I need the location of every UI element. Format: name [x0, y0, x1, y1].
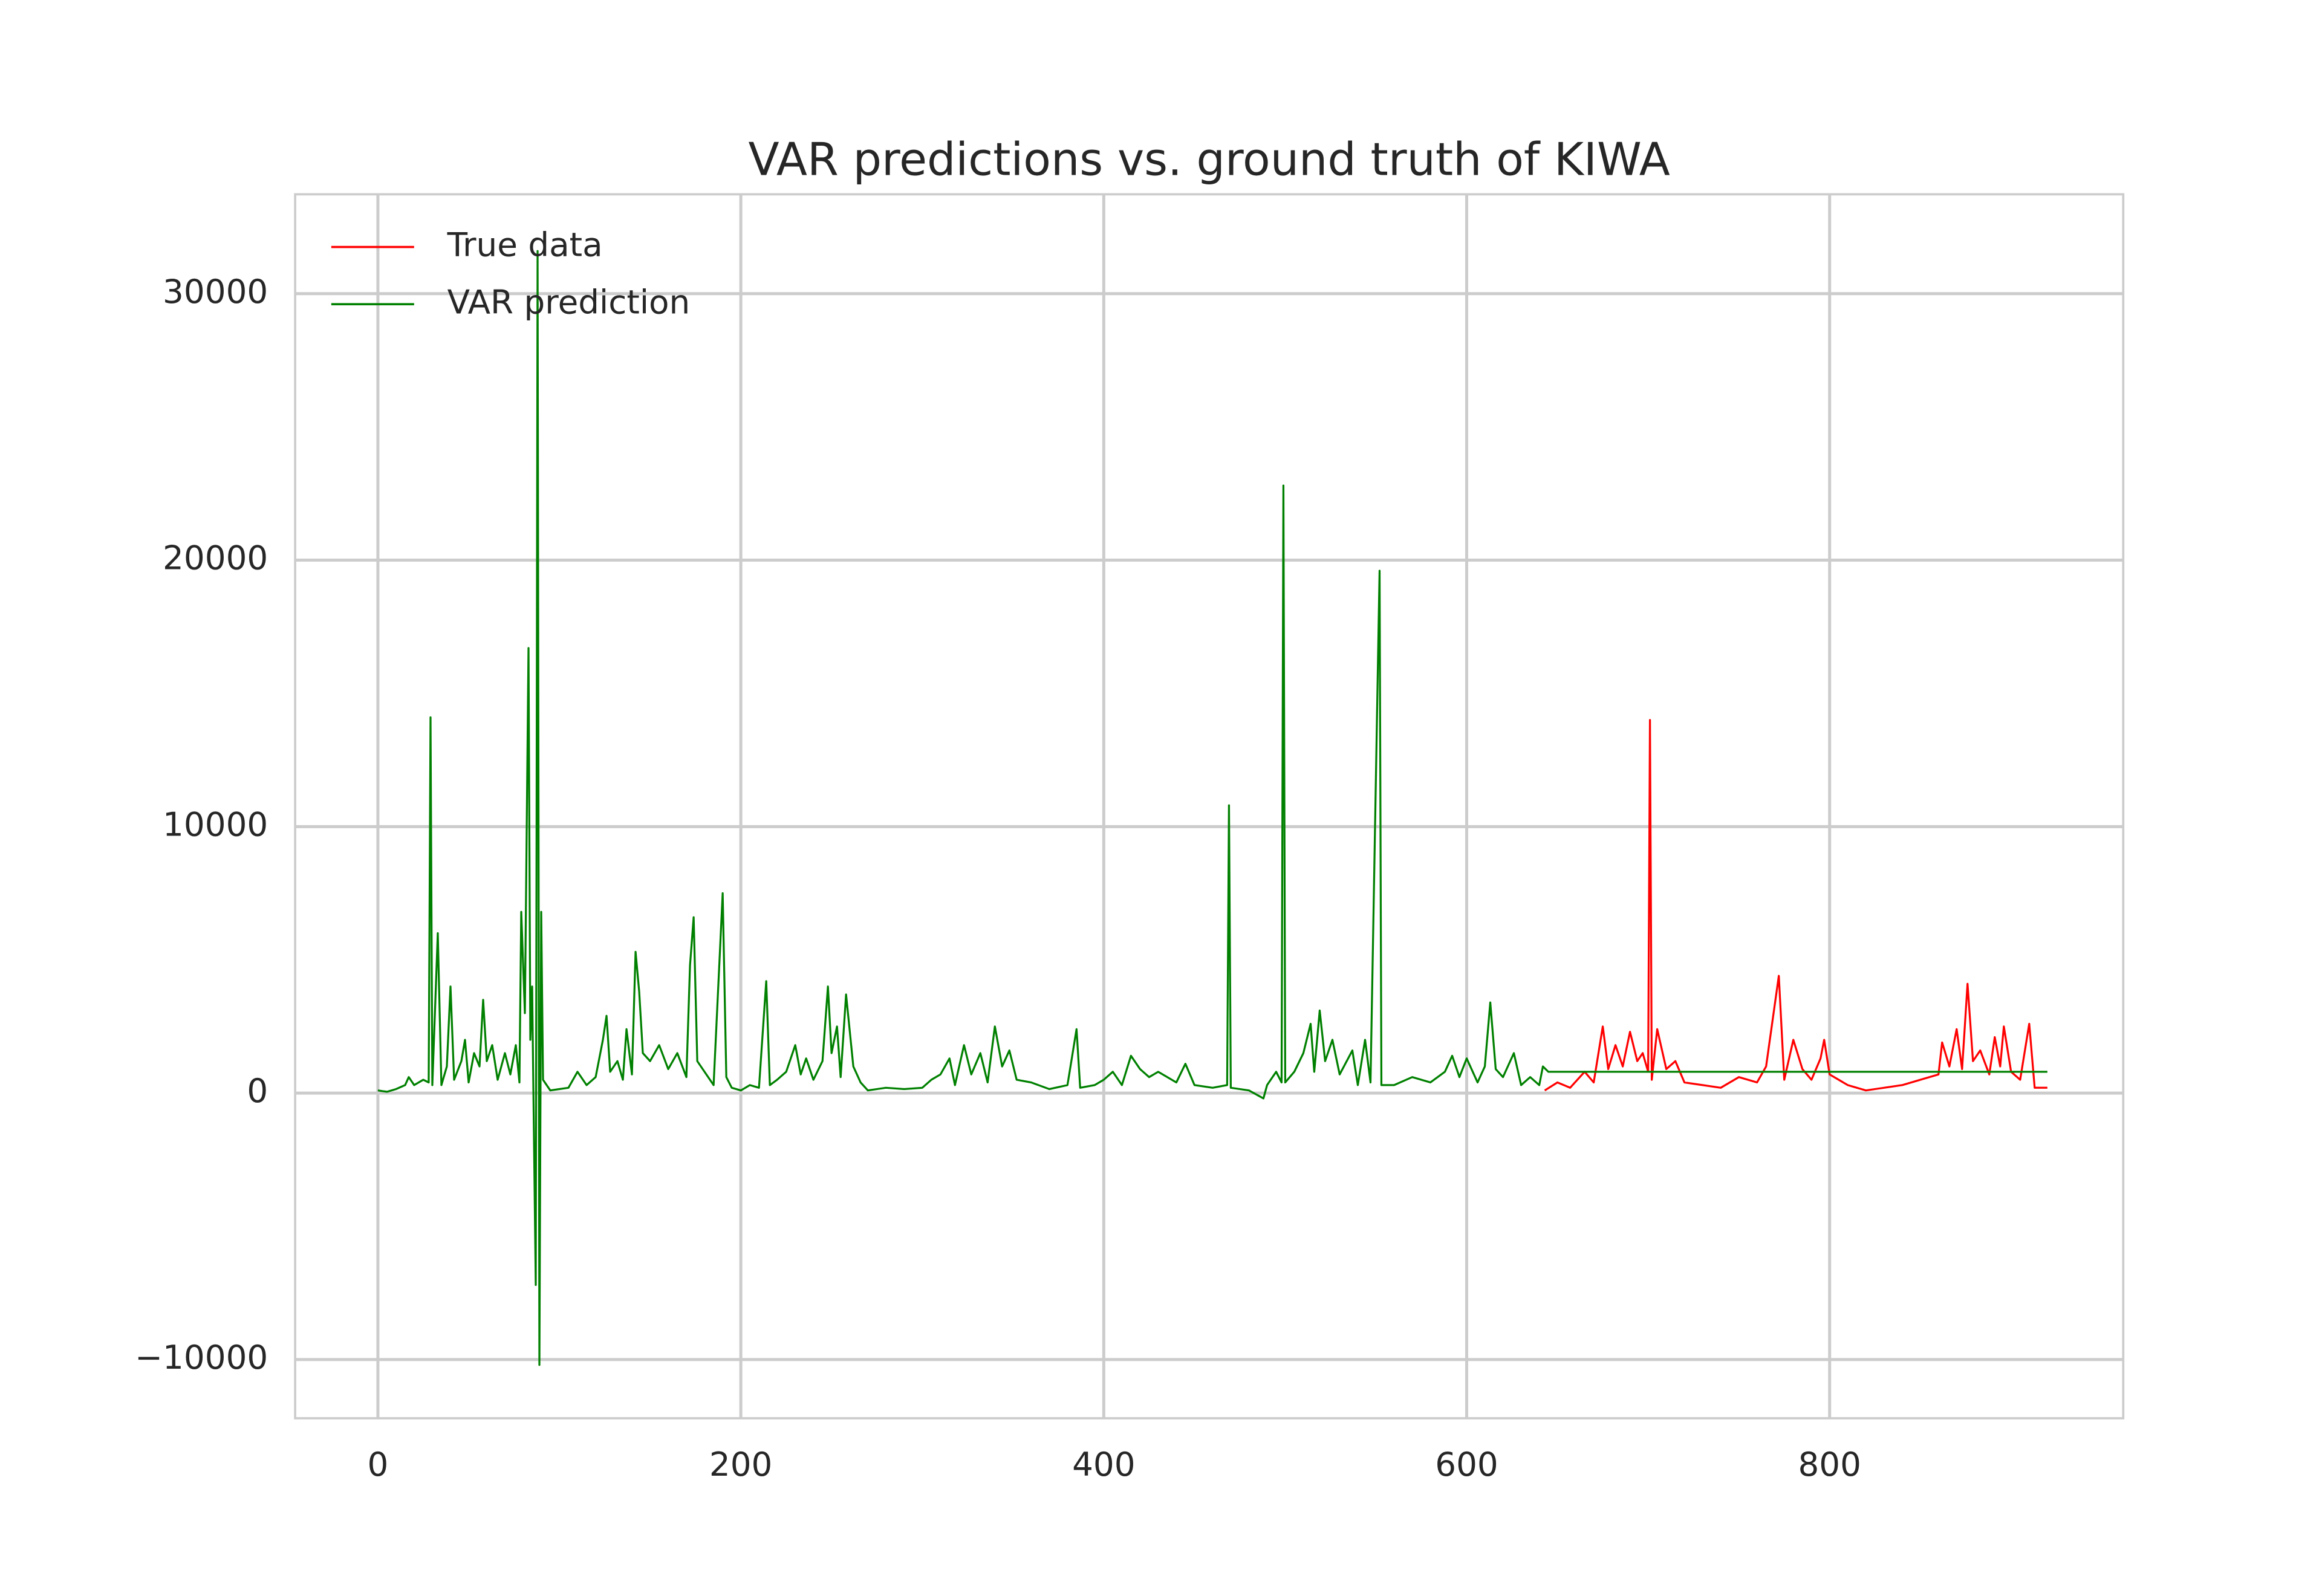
y-tick-label: −10000: [135, 1338, 268, 1377]
x-tick-label: 200: [709, 1445, 773, 1484]
y-tick-label: 20000: [163, 539, 268, 577]
x-tick-label: 0: [368, 1445, 389, 1484]
y-tick-label: 0: [247, 1071, 268, 1110]
x-tick-label: 400: [1072, 1445, 1136, 1484]
y-tick-label: 30000: [163, 272, 268, 311]
chart-title: VAR predictions vs. ground truth of KIWA: [749, 134, 1670, 186]
x-tick-label: 800: [1798, 1445, 1861, 1484]
x-tick-label: 600: [1435, 1445, 1498, 1484]
plot-frame: [294, 193, 2125, 1419]
data-line: [377, 250, 2047, 1366]
legend-label: True data: [447, 225, 603, 264]
y-tick-label: 10000: [163, 805, 268, 843]
data-line: [1544, 719, 2047, 1092]
legend-label: VAR prediction: [447, 282, 691, 321]
